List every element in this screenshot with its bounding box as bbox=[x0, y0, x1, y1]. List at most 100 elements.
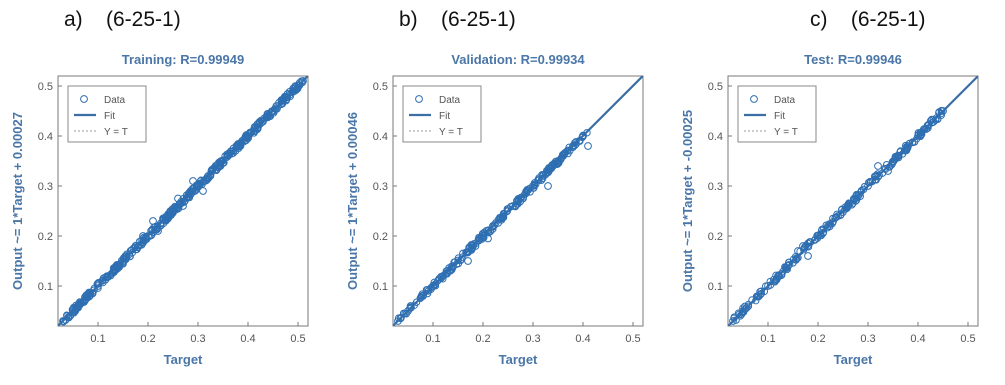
data-point bbox=[503, 207, 511, 216]
data-point bbox=[932, 114, 940, 122]
data-point bbox=[484, 234, 492, 243]
data-point bbox=[204, 172, 212, 180]
panel-label: a) (6-25-1) bbox=[64, 8, 181, 31]
data-point bbox=[766, 277, 774, 286]
data-point bbox=[299, 77, 307, 85]
data-point bbox=[775, 271, 783, 279]
y-axis-label: Output ~= 1*Target + 0.00046 bbox=[345, 112, 360, 290]
x-tick-label: 0.2 bbox=[140, 333, 155, 345]
panel-training: a) (6-25-1) Training: R=0.99949 0.1 0.2 0.3… bbox=[0, 0, 330, 385]
data-point bbox=[834, 212, 842, 220]
data-point bbox=[459, 249, 467, 258]
data-point bbox=[110, 265, 119, 274]
data-point bbox=[844, 202, 852, 210]
y-tick-label: 0.3 bbox=[708, 181, 723, 193]
y-tick-label: 0.4 bbox=[708, 131, 723, 143]
legend-label: Y = T bbox=[439, 127, 463, 138]
data-point bbox=[741, 302, 749, 311]
data-point bbox=[852, 190, 861, 199]
data-point bbox=[119, 257, 127, 265]
data-point bbox=[254, 123, 262, 131]
data-point bbox=[806, 238, 814, 246]
legend-label: Data bbox=[439, 95, 461, 106]
x-tick-label: 0.4 bbox=[240, 333, 255, 345]
data-point bbox=[437, 274, 445, 282]
data-point bbox=[394, 317, 402, 325]
data-point bbox=[221, 152, 229, 160]
x-tick-label: 0.5 bbox=[625, 333, 640, 345]
legend: Data Fit Y = T bbox=[402, 85, 482, 143]
validation-regression-chart: Validation: R=0.99934 0.1 0.2 0.3 0.4 0.5 0.1 0… bbox=[345, 52, 644, 367]
data-point bbox=[489, 222, 497, 230]
data-point bbox=[884, 167, 892, 175]
data-point bbox=[111, 262, 120, 270]
data-point bbox=[152, 226, 160, 234]
data-point bbox=[774, 272, 782, 280]
data-point bbox=[549, 162, 557, 170]
data-point bbox=[423, 289, 432, 298]
y-tick-label: 0.4 bbox=[373, 131, 388, 143]
data-point bbox=[866, 178, 875, 186]
data-point bbox=[199, 187, 207, 195]
data-point bbox=[853, 194, 861, 202]
data-point bbox=[450, 258, 458, 266]
data-point bbox=[579, 132, 587, 140]
data-point bbox=[262, 113, 270, 122]
data-point bbox=[63, 311, 71, 319]
data-point bbox=[149, 217, 157, 225]
data-point bbox=[69, 307, 77, 315]
legend-label: Fit bbox=[439, 111, 450, 122]
data-point bbox=[894, 152, 902, 160]
data-point bbox=[537, 176, 546, 184]
data-point bbox=[154, 227, 162, 235]
data-point bbox=[410, 301, 418, 310]
data-point bbox=[449, 262, 457, 270]
data-point bbox=[180, 198, 188, 206]
y-tick-label: 0.3 bbox=[373, 181, 388, 193]
data-point bbox=[94, 282, 102, 290]
legend: Data Fit Y = T bbox=[737, 85, 817, 143]
data-point bbox=[140, 233, 148, 242]
data-point bbox=[84, 291, 92, 299]
y-tick-label: 0.2 bbox=[373, 231, 388, 243]
data-point bbox=[924, 122, 932, 130]
y-axis-label: Output ~= 1*Target + -0.00025 bbox=[680, 110, 695, 292]
legend-label: Data bbox=[774, 95, 796, 106]
data-point bbox=[544, 182, 552, 190]
y-tick-label: 0.5 bbox=[708, 81, 723, 93]
panel-validation: b) (6-25-1) Validation: R=0.99934 0.1 0.2 0… bbox=[335, 0, 665, 385]
legend-marker-data bbox=[415, 95, 423, 103]
data-point bbox=[914, 132, 922, 140]
data-point bbox=[138, 241, 146, 249]
data-point bbox=[503, 205, 511, 213]
x-tick-label: 0.3 bbox=[860, 333, 875, 345]
data-point bbox=[522, 188, 530, 196]
data-point bbox=[148, 226, 156, 235]
legend-label: Fit bbox=[104, 111, 115, 122]
data-point bbox=[255, 118, 264, 127]
y-tick-label: 0.5 bbox=[373, 81, 388, 93]
data-point bbox=[101, 276, 110, 284]
legend-label: Fit bbox=[774, 111, 785, 122]
data-point bbox=[234, 142, 242, 150]
data-point bbox=[139, 232, 147, 240]
legend-marker-data bbox=[80, 95, 88, 103]
data-point bbox=[896, 148, 904, 156]
legend-label: Y = T bbox=[774, 127, 798, 138]
x-tick-label: 0.4 bbox=[910, 333, 925, 345]
chart-title: Training: R=0.99949 bbox=[122, 52, 244, 67]
legend-label: Y = T bbox=[104, 127, 128, 138]
data-point bbox=[125, 250, 134, 258]
data-point bbox=[729, 317, 737, 325]
data-point bbox=[439, 272, 447, 280]
data-point bbox=[904, 142, 912, 150]
data-point bbox=[739, 307, 747, 315]
data-point bbox=[569, 142, 577, 150]
data-point bbox=[220, 159, 228, 167]
data-point bbox=[530, 180, 539, 188]
data-point bbox=[515, 196, 523, 204]
y-tick-label: 0.2 bbox=[38, 231, 53, 243]
chart-title: Test: R=0.99946 bbox=[804, 52, 902, 67]
data-point bbox=[230, 146, 238, 154]
data-point bbox=[209, 164, 217, 173]
